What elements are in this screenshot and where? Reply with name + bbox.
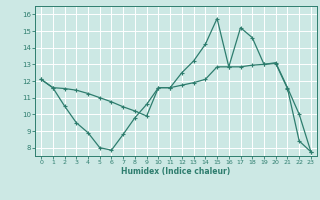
X-axis label: Humidex (Indice chaleur): Humidex (Indice chaleur) <box>121 167 231 176</box>
